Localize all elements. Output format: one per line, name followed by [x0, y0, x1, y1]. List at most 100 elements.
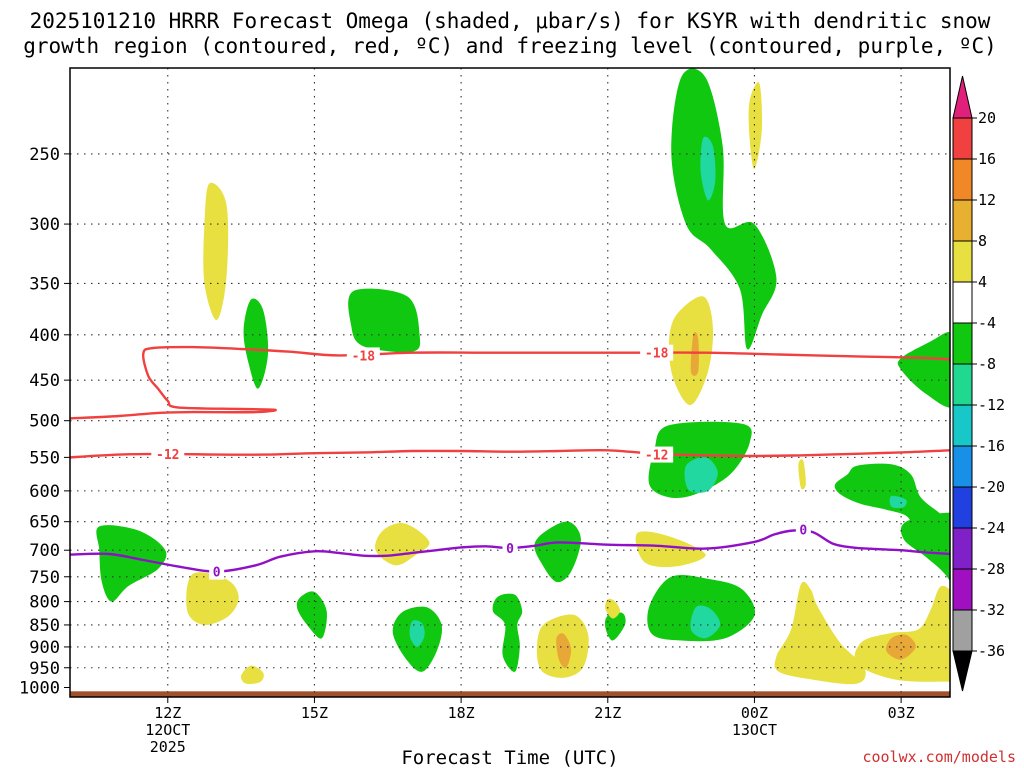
contour-label-bg-dgz-upper-1 [640, 344, 674, 361]
contour-label-bg-freezing-level-1 [502, 540, 518, 557]
x-tick-label-12Z: 12Z [154, 704, 181, 722]
colorbar-tick-label--28: -28 [978, 560, 1005, 578]
y-tick-label-550: 550 [29, 448, 60, 468]
colorbar-tick-label-8: 8 [978, 232, 987, 250]
contour-label-bg-dgz-upper-0 [346, 347, 380, 364]
y-tick-label-950: 950 [29, 659, 60, 679]
omega-region-3 [690, 605, 721, 639]
colorbar-tick-label-12: 12 [978, 191, 996, 209]
colorbar-bin-12-16 [952, 158, 973, 201]
x-tick-label-00Z: 00Z [741, 704, 768, 722]
omega-region-16 [296, 591, 327, 639]
colorbar-bin--36--32 [952, 609, 973, 652]
omega-region-6 [348, 288, 421, 353]
credit-text: coolwx.com/models [862, 748, 1016, 766]
y-tick-label-800: 800 [29, 593, 60, 613]
ground-bar [70, 691, 950, 697]
omega-region-23 [798, 459, 806, 490]
contour-label-freezing-level-0: 0 [213, 566, 221, 581]
colorbar-tick-label--36: -36 [978, 642, 1005, 660]
y-tick-label-900: 900 [29, 638, 60, 658]
colorbar-tick-label--16: -16 [978, 437, 1005, 455]
colorbar-tick-label--12: -12 [978, 396, 1005, 414]
y-tick-label-350: 350 [29, 274, 60, 294]
y-tick-label-750: 750 [29, 568, 60, 588]
colorbar-bin--16--12 [952, 404, 973, 447]
omega-region-11 [900, 512, 950, 582]
omega-region-30 [605, 598, 621, 619]
omega-region-19 [203, 182, 229, 321]
omega-region-8 [96, 525, 167, 602]
omega-region-18 [604, 612, 626, 641]
chart-title-line-2: growth region (contoured, red, ºC) and f… [23, 34, 997, 58]
contour-label-bg-freezing-level-2 [795, 521, 811, 538]
y-tick-label-400: 400 [29, 326, 60, 346]
colorbar-bin--12--8 [952, 363, 973, 406]
colorbar-tick-label-4: 4 [978, 273, 987, 291]
contour-label-freezing-level-2: 0 [799, 523, 807, 538]
x-tick-label-21Z: 21Z [594, 704, 621, 722]
contour-label-dgz-lower-1: -12 [645, 449, 668, 464]
omega-region-17 [492, 593, 523, 672]
colorbar-tick-label-16: 16 [978, 150, 996, 168]
plot-frame [69, 67, 951, 698]
temperature-contours: -18 -18 -12 -12 0 0 0 [70, 344, 950, 581]
y-tick-label-850: 850 [29, 616, 60, 636]
colorbar-bin-4-8 [952, 240, 973, 283]
contour-label-freezing-level-1: 0 [506, 542, 514, 557]
contour-freezing-level [70, 529, 950, 573]
x-tick-label-13OCT: 13OCT [732, 721, 777, 739]
omega-region-7 [243, 298, 269, 389]
colorbar-bin--4-4 [952, 281, 973, 324]
colorbar-bin--8--4 [952, 322, 973, 365]
omega-region-15 [409, 620, 425, 647]
contour-label-bg-freezing-level-0 [209, 563, 225, 580]
contour-dgz-upper [70, 345, 950, 420]
omega-region-25 [635, 531, 706, 568]
colorbar-tick-label--8: -8 [978, 355, 996, 373]
x-axis-label: Forecast Time (UTC) [401, 747, 618, 768]
colorbar-bin-8-12 [952, 199, 973, 242]
colorbar-tick-label--4: -4 [978, 314, 996, 332]
contour-label-dgz-lower-0: -12 [156, 448, 179, 463]
colorbar-bin--28--24 [952, 527, 973, 570]
y-tick-label-1000: 1000 [19, 678, 60, 698]
omega-region-5 [700, 136, 716, 201]
omega-shading [96, 68, 950, 685]
ground-layer [70, 691, 950, 697]
y-tick-label-500: 500 [29, 412, 60, 432]
x-tick-label-18Z: 18Z [448, 704, 475, 722]
colorbar-bin--32--28 [952, 568, 973, 611]
omega-region-33 [885, 634, 916, 660]
omega-region-10 [889, 495, 907, 509]
omega-region-20 [668, 296, 714, 406]
y-tick-label-600: 600 [29, 482, 60, 502]
omega-region-32 [854, 585, 950, 682]
y-tick-label-700: 700 [29, 541, 60, 561]
contour-label-bg-dgz-lower-1 [640, 446, 674, 463]
x-tick-label-03Z: 03Z [888, 704, 915, 722]
x-tick-label-12OCT: 12OCT [145, 721, 190, 739]
colorbar-tick-label-20: 20 [978, 109, 996, 127]
colorbar-bin-16-20 [952, 117, 973, 160]
y-tick-label-300: 300 [29, 215, 60, 235]
colorbar-tick-label--24: -24 [978, 519, 1005, 537]
colorbar-bin--24--20 [952, 486, 973, 529]
omega-region-27 [240, 665, 264, 684]
y-tick-label-650: 650 [29, 513, 60, 533]
y-tick-label-250: 250 [29, 145, 60, 165]
contour-dgz-lower [70, 448, 950, 459]
colorbar-bin--20--16 [952, 445, 973, 488]
omega-region-31 [774, 581, 866, 685]
omega-region-21 [690, 331, 699, 376]
omega-region-13 [534, 521, 581, 583]
contour-label-dgz-upper-0: -18 [352, 349, 376, 364]
omega-region-12 [897, 331, 950, 408]
contour-label-bg-dgz-lower-0 [151, 445, 185, 462]
colorbar-tick-label--32: -32 [978, 601, 1005, 619]
colorbar-bottom-arrow [952, 650, 973, 692]
chart-title-line-1: 2025101210 HRRR Forecast Omega (shaded, … [30, 9, 991, 33]
contour-label-dgz-upper-1: -18 [645, 347, 669, 362]
y-tick-label-450: 450 [29, 371, 60, 391]
